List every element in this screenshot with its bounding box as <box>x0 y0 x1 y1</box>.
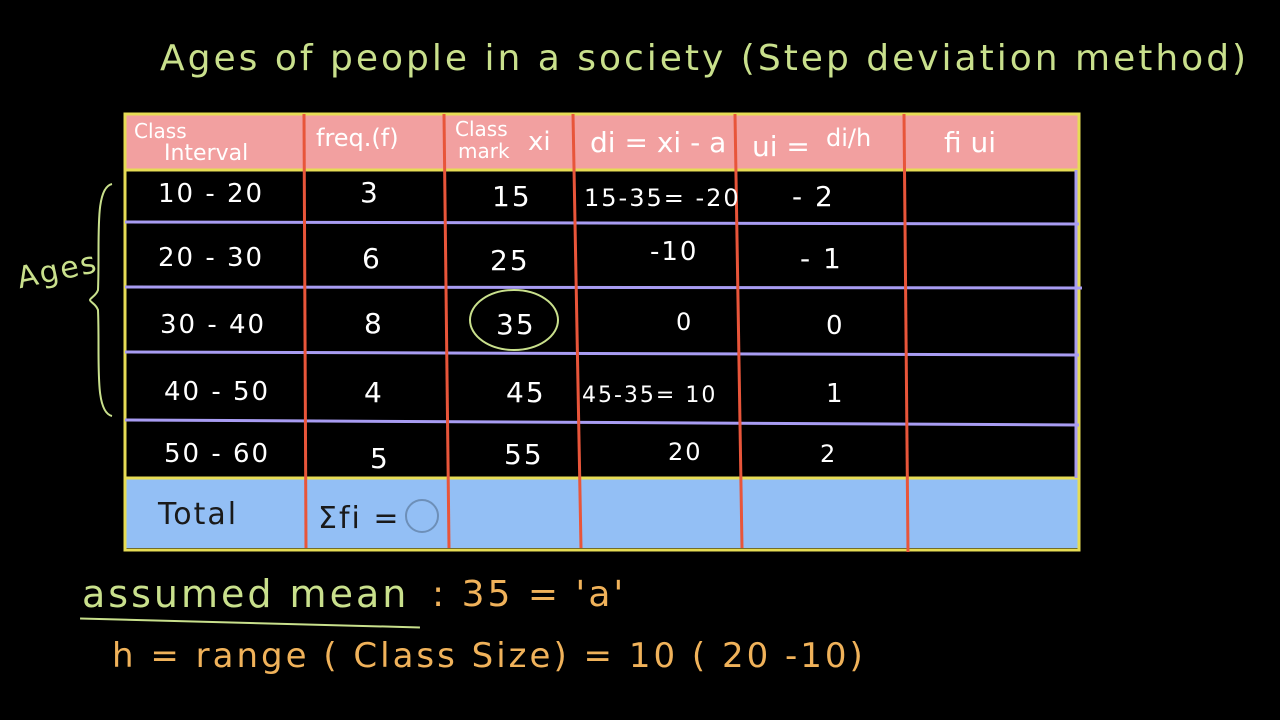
assumed-mean-value: : 35 = 'a' <box>432 574 627 615</box>
header-class-mark-line2: mark <box>458 139 510 163</box>
row-line <box>124 418 1080 427</box>
page-title: Ages of people in a society (Step deviat… <box>160 38 1250 79</box>
header-frequency: freq.(f) <box>316 124 399 152</box>
cell-ui: - 2 <box>792 180 835 213</box>
cell-ui: - 1 <box>800 242 843 275</box>
header-class-interval-line2: Interval <box>164 141 248 166</box>
header-row-background <box>126 115 1078 169</box>
cell-class-mark: 25 <box>490 244 530 277</box>
total-sum-frequency: Σfi = <box>318 501 401 536</box>
total-label: Total <box>157 497 238 532</box>
cell-frequency: 8 <box>364 307 384 340</box>
column-line <box>442 113 451 549</box>
cell-class-mark: 45 <box>506 376 546 409</box>
column-line <box>902 113 910 553</box>
cell-ui: 1 <box>826 379 845 409</box>
cell-ui: 0 <box>826 311 845 341</box>
cell-deviation: 45-35= 10 <box>582 383 717 408</box>
cell-class-mark: 55 <box>504 438 544 471</box>
header-class-interval-line1: Class <box>134 119 187 143</box>
cell-frequency: 5 <box>370 442 390 475</box>
class-size-equation: h = range ( Class Size) = 10 ( 20 -10) <box>112 636 866 676</box>
cell-interval: 20 - 30 <box>158 243 264 273</box>
cell-frequency: 6 <box>362 242 382 275</box>
cell-interval: 30 - 40 <box>160 310 266 340</box>
total-row-background <box>126 478 1078 548</box>
header-deviation: di = xi - a <box>590 126 726 159</box>
cell-deviation: -10 <box>650 237 698 267</box>
cell-deviation: 15-35= -20 <box>584 184 741 212</box>
cell-class-mark: 15 <box>492 180 532 213</box>
cell-interval: 10 - 20 <box>158 179 264 209</box>
cell-ui: 2 <box>820 440 837 468</box>
header-di-over-h: di/h <box>826 124 871 152</box>
header-class-mark-line1: Class <box>455 117 508 141</box>
total-answer-circle <box>405 499 439 533</box>
row-line <box>124 285 1083 290</box>
cell-class-mark: 35 <box>496 308 536 341</box>
column-line <box>733 113 744 549</box>
assumed-mean-label: assumed mean <box>82 572 410 616</box>
cell-interval: 50 - 60 <box>164 439 270 469</box>
cell-deviation: 20 <box>668 438 703 466</box>
cell-interval: 40 - 50 <box>164 377 270 407</box>
class-mark-circle <box>469 289 559 351</box>
cell-frequency: 4 <box>364 376 384 409</box>
cell-frequency: 3 <box>360 176 380 209</box>
column-line <box>302 113 308 549</box>
row-line <box>124 220 1080 226</box>
header-fiui: fi ui <box>944 126 996 159</box>
cell-deviation: 0 <box>676 308 693 336</box>
row-line <box>124 350 1080 357</box>
header-class-mark-xi: xi <box>528 127 551 157</box>
ages-brace <box>88 183 113 417</box>
table-border <box>123 112 1081 552</box>
header-ui: ui = <box>752 130 810 163</box>
column-line <box>571 113 583 549</box>
